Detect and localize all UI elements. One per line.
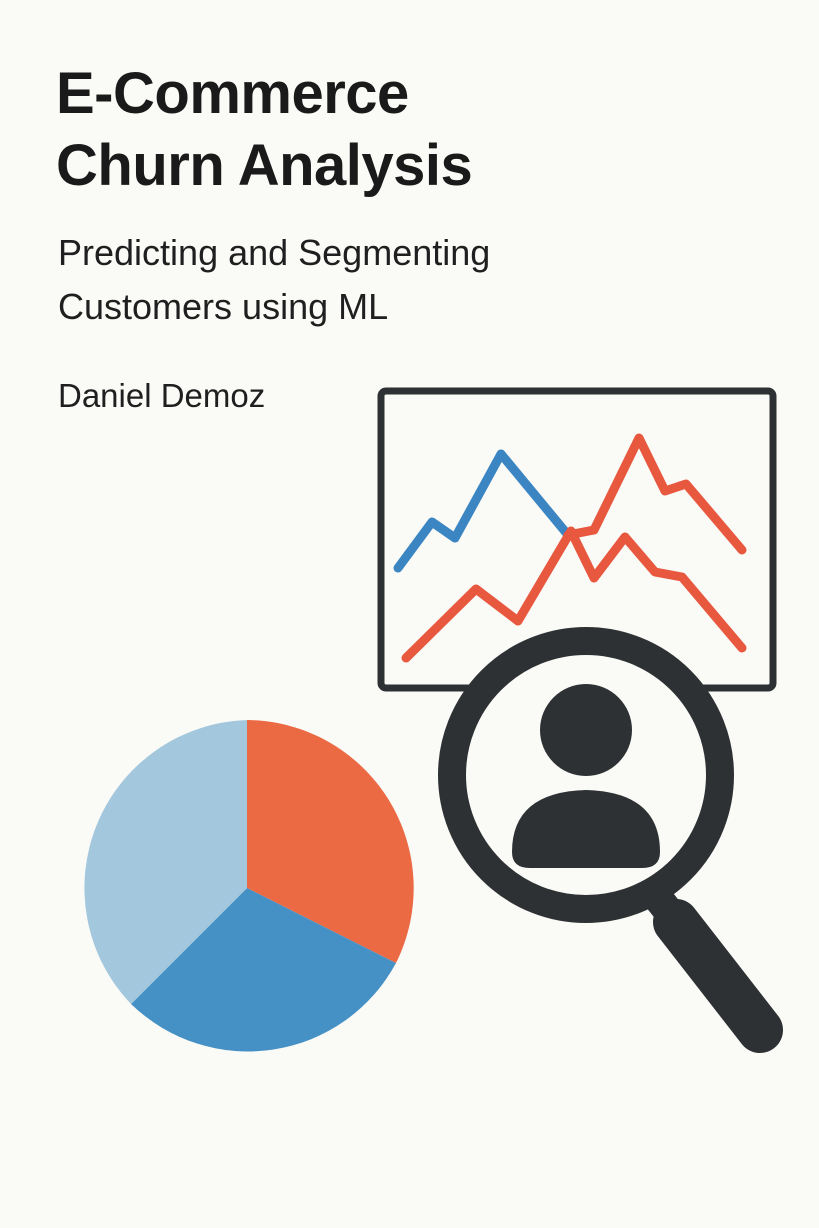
cover-subtitle-line-2: Customers using ML	[58, 286, 389, 327]
magnifier-handle	[653, 899, 783, 1053]
red-trend-line-upper	[563, 433, 747, 555]
magnifier-rim	[438, 627, 734, 923]
pie-slice-orange	[247, 720, 414, 963]
red-trend-line-lower	[401, 526, 747, 663]
user-icon	[512, 684, 660, 868]
pie-slice-light-blue	[84, 720, 247, 1004]
pie-chart-icon	[84, 720, 414, 1052]
pie-slice-blue	[131, 888, 396, 1052]
cover-title-line-2: Churn Analysis	[56, 133, 473, 198]
cover-subtitle-line-1: Predicting and Segmenting	[58, 232, 491, 273]
cover-subtitle: Predicting and Segmenting Customers usin…	[58, 226, 758, 334]
magnifying-glass-icon	[438, 627, 783, 1053]
blue-trend-line	[393, 449, 573, 573]
cover-author: Daniel Demoz	[58, 377, 266, 414]
cover-title-line-1: E-Commerce	[56, 61, 409, 126]
user-head	[540, 684, 632, 776]
user-body	[512, 790, 660, 868]
cover-title: E-Commerce Churn Analysis	[56, 58, 776, 202]
